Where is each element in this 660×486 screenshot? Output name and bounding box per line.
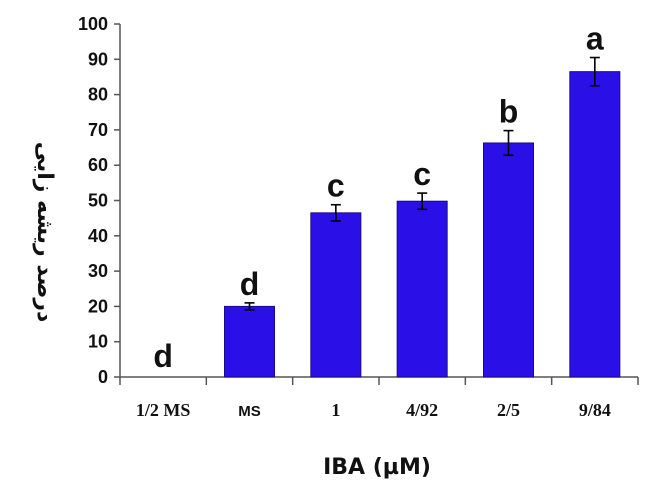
bar	[569, 71, 621, 378]
y-tick-label: 70	[88, 120, 108, 140]
y-tick-label: 90	[88, 49, 108, 69]
significance-letter: c	[327, 168, 345, 204]
significance-letter: b	[499, 94, 519, 130]
y-tick-label: 80	[88, 85, 108, 105]
bar	[396, 200, 448, 378]
bar	[224, 305, 275, 378]
x-tick-label: MS	[238, 403, 261, 420]
error-bars	[244, 56, 600, 311]
significance-letter: c	[413, 156, 431, 192]
x-tick-label: 2/5	[497, 400, 520, 420]
bar	[483, 142, 534, 378]
y-axis: 0 10 20 30 40 50 60 70 80 90 100	[78, 14, 121, 387]
significance-letter: d	[153, 338, 173, 374]
x-tick-label: 1/2 MS	[136, 400, 191, 420]
significance-letters: d d c c b a	[153, 21, 604, 374]
bar	[310, 212, 362, 378]
significance-letter: a	[586, 21, 604, 57]
x-axis: 1/2 MS MS 1 4/92 2/5 9/84	[119, 376, 639, 420]
y-tick-label: 40	[88, 226, 108, 246]
y-tick-label: 50	[88, 191, 108, 211]
x-tick-label: 1	[331, 400, 340, 420]
y-tick-label: 30	[88, 261, 108, 281]
y-tick-label: 20	[88, 296, 108, 316]
x-axis-title: IBA (µM)	[323, 455, 431, 480]
x-tick-label: 9/84	[579, 400, 611, 420]
y-axis-title: درصد ریشه زایی	[32, 142, 57, 323]
y-tick-label: 100	[78, 14, 108, 34]
x-tick-label: 4/92	[406, 400, 438, 420]
bars	[224, 71, 621, 378]
y-tick-label: 60	[88, 155, 108, 175]
y-tick-label: 0	[98, 367, 108, 387]
significance-letter: d	[240, 266, 260, 302]
y-tick-label: 10	[88, 332, 108, 352]
